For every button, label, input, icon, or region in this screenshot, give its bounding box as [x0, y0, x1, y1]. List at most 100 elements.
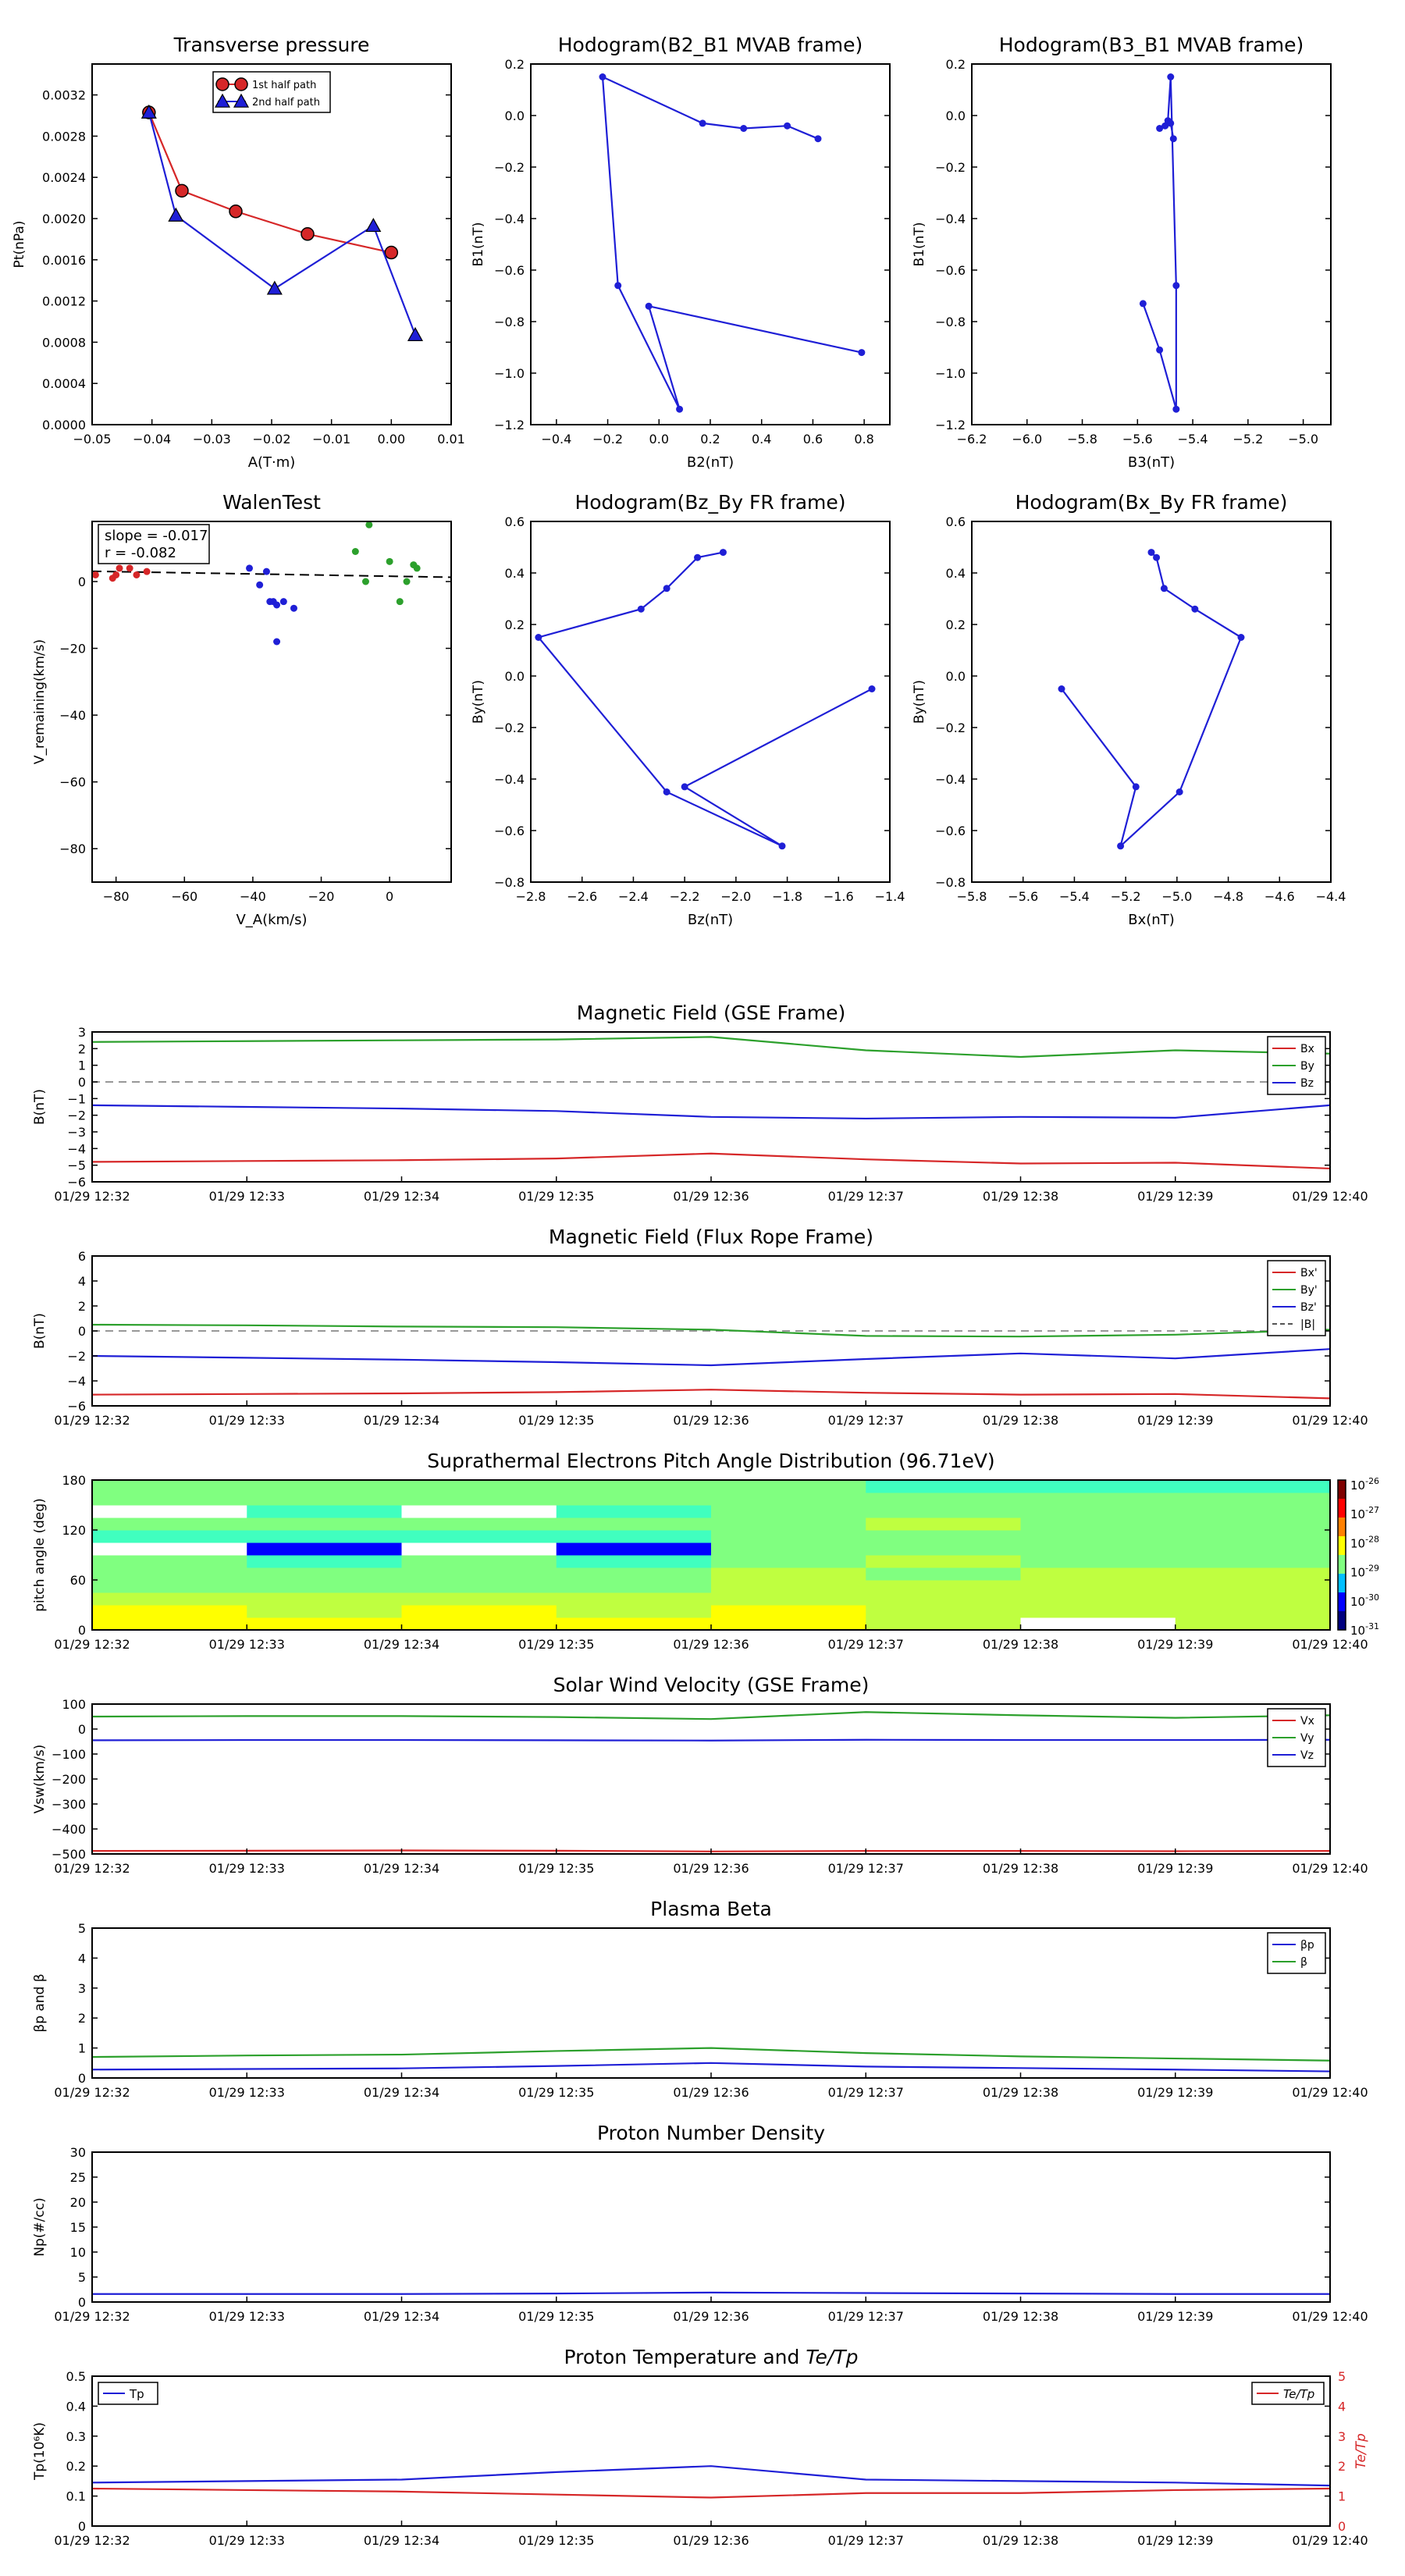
heatmap-cell	[1175, 1555, 1330, 1568]
chart-title: Suprathermal Electrons Pitch Angle Distr…	[427, 1450, 994, 1472]
chart-title: Solar Wind Velocity (GSE Frame)	[553, 1674, 870, 1696]
data-point	[1172, 282, 1180, 290]
series-line-1	[92, 1036, 1330, 1059]
chart-title: Proton Temperature and Te/Tp	[564, 2346, 859, 2368]
data-point	[868, 685, 876, 692]
heatmap-cell	[92, 1493, 247, 1506]
x-tick-label: −0.2	[592, 432, 623, 447]
y-tick-label: −6	[67, 1175, 86, 1190]
x-tick-label: 01/29 12:32	[54, 1413, 130, 1428]
y-tick-label: 2	[78, 1041, 86, 1056]
y-tick-label: −0.6	[935, 263, 966, 278]
legend-label: |B|	[1300, 1318, 1315, 1331]
y-tick-label: 0.0004	[42, 376, 86, 391]
x-tick-label: 01/29 12:36	[673, 1861, 749, 1876]
heatmap-cell	[1020, 1605, 1176, 1618]
heatmap-cell	[247, 1605, 402, 1618]
plot-area	[92, 2291, 1330, 2295]
heatmap-cell	[866, 1605, 1021, 1618]
y-tick-label: −0.6	[494, 824, 525, 838]
chart-pad: Suprathermal Electrons Pitch Angle Distr…	[32, 1450, 1379, 1652]
y-tick-label: −0.4	[935, 212, 966, 226]
y-tick-label: 20	[70, 2195, 86, 2210]
y-tick-label: 0.6	[946, 514, 966, 529]
plot-frame	[91, 1703, 1331, 1855]
data-point	[351, 548, 359, 555]
heatmap-cell	[711, 1517, 866, 1531]
x-tick-label: 01/29 12:40	[1292, 1413, 1368, 1428]
y-tick-label: 0.0	[505, 669, 525, 684]
legend-marker	[214, 93, 231, 108]
data-point	[1117, 842, 1125, 850]
heatmap-cell	[1175, 1493, 1330, 1506]
y-tick-label: 0	[78, 2071, 86, 2086]
series-line-1	[92, 2047, 1330, 2062]
y-tick-label: 0.0012	[42, 294, 86, 309]
data-point	[229, 205, 243, 219]
y-tick-label: −400	[52, 1822, 86, 1837]
heatmap-cell	[1020, 1480, 1176, 1493]
chart-title: Magnetic Field (Flux Rope Frame)	[549, 1226, 873, 1248]
y-tick-label: 0.4	[946, 566, 966, 581]
chart-walen: WalenTest −80 −60 −40 −20 0 −80 −60 −40 −20 0 V_A(k…	[32, 491, 452, 928]
y-tick-label: −300	[52, 1797, 86, 1812]
legend: Tp	[98, 2382, 158, 2405]
legend-marker	[234, 77, 248, 91]
chart-title: Hodogram(B2_B1 MVAB frame)	[558, 34, 863, 56]
heatmap-cell	[866, 1555, 1021, 1568]
data-point	[1153, 553, 1161, 561]
y-tick-label: 0.2	[505, 617, 525, 632]
heatmap-cell	[401, 1480, 557, 1493]
heatmap-cell	[247, 1555, 402, 1568]
plot-frame	[91, 521, 452, 883]
data-point	[599, 73, 606, 80]
heatmap-cell	[1175, 1517, 1330, 1531]
x-tick-label: 01/29 12:38	[983, 1413, 1058, 1428]
data-point	[1169, 135, 1177, 143]
y-tick-label: 0.0016	[42, 253, 86, 268]
y-tick-label: 0.5	[66, 2369, 86, 2384]
x-tick-label: 01/29 12:36	[673, 1413, 749, 1428]
y-tick-label: 0.0000	[42, 418, 86, 432]
y-axis-label: Tp(10⁶K)	[32, 2422, 48, 2481]
heatmap-cell	[247, 1592, 402, 1606]
y-tick-label: −60	[59, 775, 86, 790]
chart-title: Transverse pressure	[173, 34, 370, 56]
heatmap-cell	[1020, 1617, 1176, 1630]
y-tick-label: 0	[78, 1324, 86, 1339]
heatmap-cell	[711, 1580, 866, 1593]
heatmap-cell	[556, 1580, 712, 1593]
heatmap-cell	[866, 1617, 1021, 1630]
series-line-0	[92, 2465, 1330, 2487]
x-tick-label: 01/29 12:37	[828, 2309, 904, 2324]
x-tick-label: −80	[103, 889, 130, 904]
chart-h4: Hodogram(Bx_By FR frame) −0.8 −0.6 −0.4 −0.2…	[912, 491, 1346, 928]
series-line-0	[148, 112, 392, 254]
x-tick-label: 0.4	[752, 432, 771, 447]
y-axis-label: By(nT)	[912, 680, 927, 724]
data-point	[645, 302, 653, 310]
y-tick-label: 2	[78, 1299, 86, 1314]
annotation-frame	[98, 524, 210, 564]
y-tick-label: 3	[78, 1025, 86, 1040]
y-tick-label: 0.0	[505, 109, 525, 123]
x-tick-label: 01/29 12:40	[1292, 2533, 1368, 2548]
x-tick-label: 0.2	[700, 432, 720, 447]
y-tick-label: 0	[78, 2519, 86, 2534]
x-tick-label: 01/29 12:40	[1292, 1861, 1368, 1876]
plot-area	[140, 104, 424, 341]
x-tick-label: 01/29 12:32	[54, 1637, 130, 1652]
y-tick-label: −3	[67, 1125, 86, 1140]
legend: Bx By Bz	[1267, 1036, 1326, 1095]
x-tick-label: −0.03	[193, 432, 231, 447]
data-point	[365, 218, 382, 233]
heatmap-cell	[92, 1517, 247, 1531]
x-axis-label: V_A(km/s)	[236, 912, 307, 928]
heatmap-cell	[401, 1605, 557, 1618]
x-tick-label: −0.4	[541, 432, 571, 447]
x-tick-label: 01/29 12:33	[209, 1637, 285, 1652]
data-point	[740, 125, 748, 132]
plot-area	[92, 521, 451, 646]
colorbar-segment	[1338, 1499, 1346, 1518]
heatmap-cell	[711, 1605, 866, 1618]
